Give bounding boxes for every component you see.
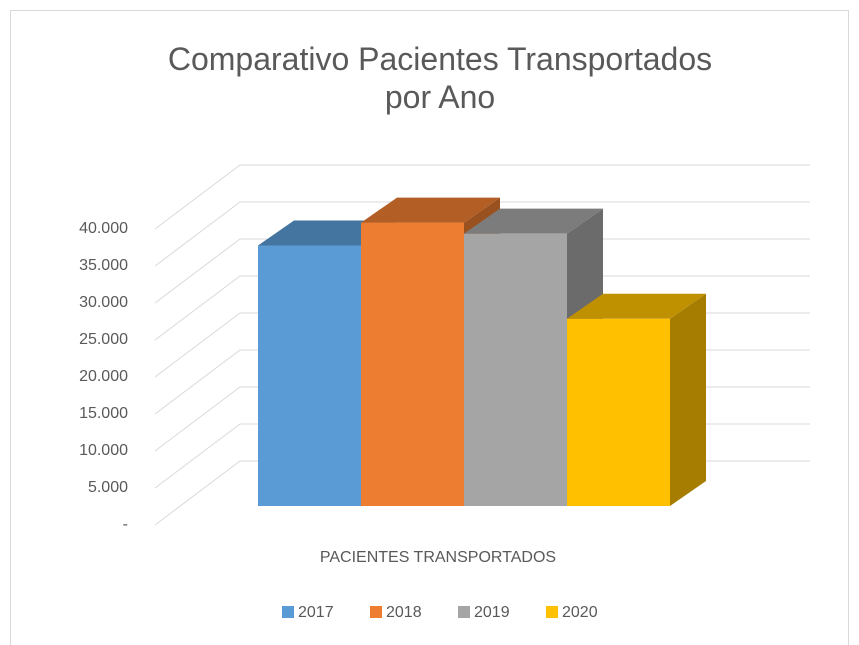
grid-line — [154, 238, 810, 304]
y-tick-label: 35.000 — [79, 257, 128, 274]
legend-label: 2018 — [386, 604, 422, 621]
bar-top — [464, 208, 603, 234]
legend-swatch — [282, 606, 294, 618]
bar — [567, 318, 670, 506]
legend-label: 2017 — [298, 604, 334, 621]
grid-line — [154, 164, 810, 230]
legend-label: 2020 — [562, 604, 598, 621]
bar — [258, 245, 361, 506]
legend-swatch — [458, 606, 470, 618]
x-axis-label: PACIENTES TRANSPORTADOS — [320, 549, 556, 566]
grid-line — [154, 201, 810, 267]
legend-label: 2019 — [474, 604, 510, 621]
y-tick-label: 40.000 — [79, 220, 128, 237]
y-tick-label: 10.000 — [79, 442, 128, 459]
bar-side — [670, 293, 706, 506]
legend-swatch — [546, 606, 558, 618]
y-tick-label: 5.000 — [88, 479, 128, 496]
y-tick-label: - — [123, 516, 128, 533]
chart-title: Comparativo Pacientes Transportados por … — [167, 41, 713, 115]
legend-swatch — [370, 606, 382, 618]
bar — [464, 233, 567, 506]
bar-top — [567, 293, 706, 319]
y-tick-label: 25.000 — [79, 331, 128, 348]
bar — [361, 222, 464, 506]
y-tick-label: 20.000 — [79, 368, 128, 385]
grid-line — [154, 275, 810, 341]
y-tick-label: 30.000 — [79, 294, 128, 311]
bar-top — [361, 197, 500, 223]
y-tick-label: 15.000 — [79, 405, 128, 422]
